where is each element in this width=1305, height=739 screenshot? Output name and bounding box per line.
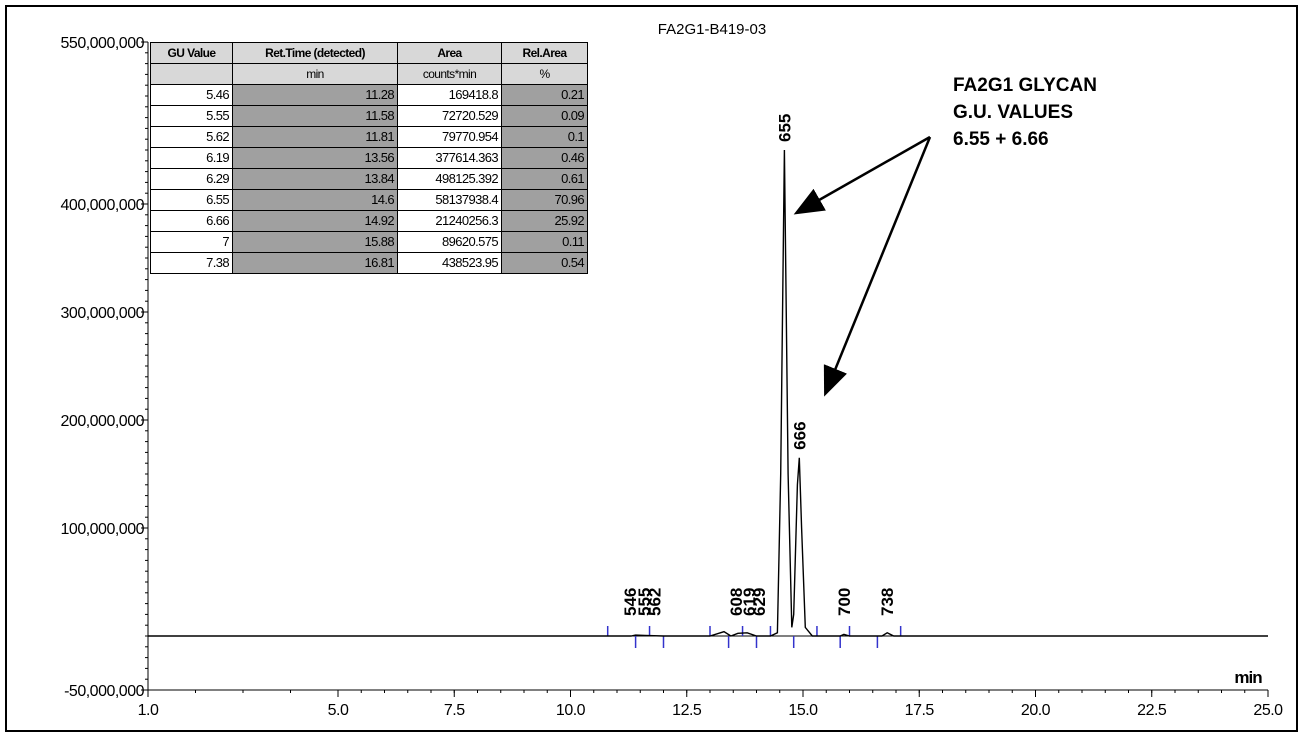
ret-time-cell: 11.81	[232, 126, 398, 148]
gu-value-cell: 6.29	[150, 168, 233, 190]
rel-area-cell: 0.21	[501, 84, 588, 106]
peak-label: 655	[775, 114, 794, 142]
x-tick-label: 15.0	[788, 702, 818, 719]
header-gu-value: GU Value	[150, 42, 233, 64]
annotation-line-2: G.U. VALUES	[953, 102, 1073, 123]
table-row: 6.66 14.92 21240256.3 25.92	[150, 210, 588, 232]
ret-time-cell: 16.81	[232, 252, 398, 274]
y-tick-label: 300,000,000	[61, 305, 145, 322]
peak-label: 666	[790, 421, 809, 449]
unit-rel-area: %	[501, 63, 588, 85]
rel-area-cell: 0.54	[501, 252, 588, 274]
x-tick-label: 22.5	[1137, 702, 1167, 719]
x-tick-label: 25.0	[1253, 702, 1283, 719]
x-tick-label: 10.0	[556, 702, 586, 719]
y-tick-label: 200,000,000	[61, 413, 145, 430]
rel-area-cell: 0.46	[501, 147, 588, 169]
ret-time-cell: 14.6	[232, 189, 398, 211]
x-tick-label: 7.5	[444, 702, 465, 719]
table-row: 5.46 11.28 169418.8 0.21	[150, 84, 588, 106]
arrow-to-peak-666	[823, 136, 932, 397]
gu-value-cell: 5.46	[150, 84, 233, 106]
x-tick-label: 1.0	[138, 702, 159, 719]
gu-value-cell: 7	[150, 231, 233, 253]
peak-label: 562	[646, 588, 665, 616]
area-cell: 72720.529	[397, 105, 502, 127]
ret-time-cell: 13.84	[232, 168, 398, 190]
ret-time-cell: 11.28	[232, 84, 398, 106]
table-units-row: min counts*min %	[150, 63, 588, 85]
header-rel-area: Rel.Area	[501, 42, 588, 64]
gu-value-cell: 5.62	[150, 126, 233, 148]
x-axis-ticks: 1.0 5.0 7.5 10.0 12.5 15.0 17.5 20.0 22.5 25.0	[138, 690, 1284, 719]
peak-label: 608	[727, 588, 746, 616]
rel-area-cell: 25.92	[501, 210, 588, 232]
area-cell: 58137938.4	[397, 189, 502, 211]
ret-time-cell: 15.88	[232, 231, 398, 253]
rel-area-cell: 70.96	[501, 189, 588, 211]
area-cell: 79770.954	[397, 126, 502, 148]
header-area: Area	[397, 42, 502, 64]
peak-label: 700	[835, 588, 854, 616]
x-tick-label: 12.5	[672, 702, 702, 719]
y-axis-ticks: 550,000,000 400,000,000 300,000,000 200,000…	[61, 35, 148, 700]
unit-area: counts*min	[397, 63, 502, 85]
ret-time-cell: 14.92	[232, 210, 398, 232]
area-cell: 21240256.3	[397, 210, 502, 232]
unit-ret-time: min	[232, 63, 398, 85]
table-row: 5.55 11.58 72720.529 0.09	[150, 105, 588, 127]
area-cell: 169418.8	[397, 84, 502, 106]
rel-area-cell: 0.09	[501, 105, 588, 127]
integration-marks	[606, 626, 902, 648]
chart-frame	[5, 5, 1298, 732]
table-row: 7 15.88 89620.575 0.11	[150, 231, 588, 253]
peak-label: 619	[740, 588, 759, 616]
area-cell: 377614.363	[397, 147, 502, 169]
gu-value-table: GU Value Ret.Time (detected) Area Rel.Ar…	[150, 42, 588, 274]
table-row: 7.38 16.81 438523.95 0.54	[150, 252, 588, 274]
y-tick-label: 550,000,000	[61, 35, 145, 52]
arrow-to-peak-655	[793, 135, 931, 215]
ret-time-cell: 11.58	[232, 105, 398, 127]
annotation-line-1: FA2G1 GLYCAN	[953, 75, 1097, 96]
gu-value-cell: 5.55	[150, 105, 233, 127]
gu-value-cell: 6.19	[150, 147, 233, 169]
y-tick-label: -50,000,000	[64, 683, 145, 700]
gu-value-cell: 6.66	[150, 210, 233, 232]
table-header-row: GU Value Ret.Time (detected) Area Rel.Ar…	[150, 42, 588, 64]
x-tick-label: 5.0	[328, 702, 349, 719]
gu-value-cell: 6.55	[150, 189, 233, 211]
unit-gu-value	[150, 63, 233, 85]
table-row: 6.29 13.84 498125.392 0.61	[150, 168, 588, 190]
y-tick-label: 100,000,000	[61, 521, 145, 538]
y-tick-label: 400,000,000	[61, 197, 145, 214]
area-cell: 438523.95	[397, 252, 502, 274]
table-row: 5.62 11.81 79770.954 0.1	[150, 126, 588, 148]
ret-time-cell: 13.56	[232, 147, 398, 169]
chromatogram-trace	[148, 149, 1268, 637]
rel-area-cell: 0.1	[501, 126, 588, 148]
x-tick-label: 17.5	[905, 702, 935, 719]
peak-label: 555	[635, 588, 654, 616]
chart-title: FA2G1-B419-03	[658, 21, 766, 38]
x-axis-label: min	[1234, 668, 1262, 687]
x-tick-label: 20.0	[1021, 702, 1051, 719]
peak-label: 738	[878, 588, 897, 616]
peak-label: 629	[750, 588, 769, 616]
table-row: 6.19 13.56 377614.363 0.46	[150, 147, 588, 169]
header-ret-time: Ret.Time (detected)	[232, 42, 398, 64]
annotation-line-3: 6.55 + 6.66	[953, 129, 1049, 150]
area-cell: 89620.575	[397, 231, 502, 253]
annotation-text: FA2G1 GLYCAN G.U. VALUES 6.55 + 6.66	[953, 72, 1097, 153]
area-cell: 498125.392	[397, 168, 502, 190]
rel-area-cell: 0.11	[501, 231, 588, 253]
peak-label: 546	[621, 588, 640, 616]
rel-area-cell: 0.61	[501, 168, 588, 190]
table-row: 6.55 14.6 58137938.4 70.96	[150, 189, 588, 211]
gu-value-cell: 7.38	[150, 252, 233, 274]
